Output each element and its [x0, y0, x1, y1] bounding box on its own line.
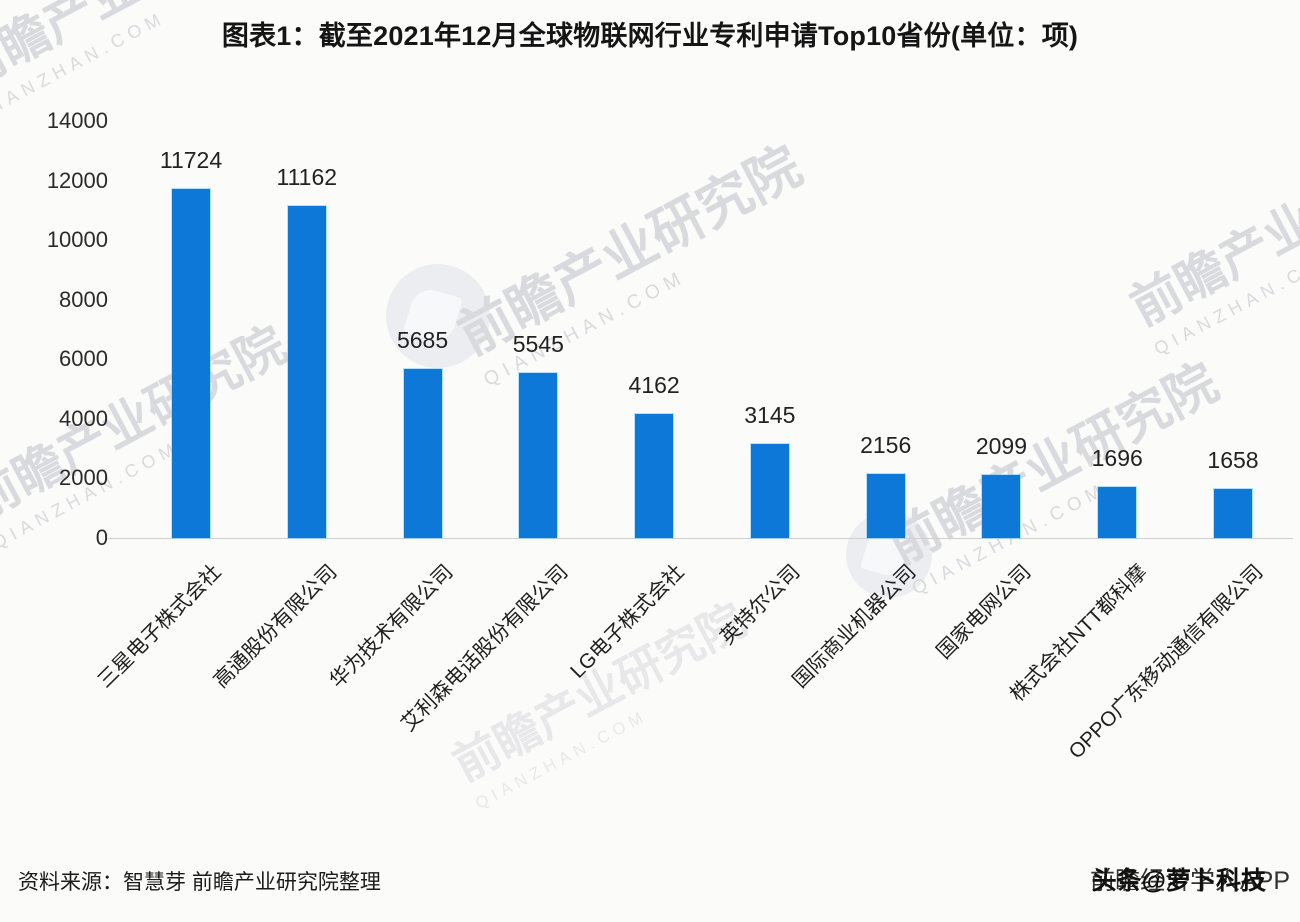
- bar-value-label: 5545: [512, 330, 564, 357]
- bar[interactable]: [1214, 488, 1252, 538]
- bar[interactable]: [519, 372, 558, 538]
- bar[interactable]: [866, 473, 905, 538]
- bar[interactable]: [750, 444, 789, 538]
- bar-value-label: 2099: [975, 433, 1028, 460]
- bar[interactable]: [635, 414, 674, 538]
- chart-title: 图表1：截至2021年12月全球物联网行业专利申请Top10省份(单位：项): [221, 21, 1079, 51]
- bar-value-label: 3145: [744, 402, 796, 429]
- bar[interactable]: [982, 475, 1021, 538]
- x-axis-category-label: LG电子株式会社: [566, 560, 689, 683]
- bar[interactable]: [287, 205, 326, 538]
- bar-value-label: 5685: [396, 326, 449, 353]
- x-axis-line: [108, 538, 1293, 539]
- bar-value-label: 1696: [1091, 445, 1143, 472]
- footer-app-mark: 前瞻经济学人APP: [1089, 867, 1290, 895]
- bar-value-label: 11162: [276, 163, 338, 190]
- y-axis-tick-label: 4000: [59, 405, 108, 431]
- x-axis-category-label: 国家电网公司: [932, 560, 1036, 664]
- bar-value-label: 11724: [159, 146, 223, 173]
- x-axis-category-label: OPPO广东移动通信有限公司: [1064, 560, 1268, 764]
- bar-value-label: 1658: [1207, 446, 1259, 473]
- footer-watermarks: 前瞻经济学人APP 头条@萝卜科技: [982, 861, 1292, 907]
- y-axis-tick-label: 8000: [59, 286, 108, 312]
- bar[interactable]: [1098, 487, 1137, 538]
- y-axis-tick-label: 12000: [46, 167, 108, 193]
- y-axis-tick-label: 6000: [59, 346, 108, 372]
- y-axis-tick-label: 0: [95, 525, 108, 550]
- footer-account-mark: 头条@萝卜科技: [1091, 867, 1266, 895]
- x-axis-category-label: 英特尔公司: [715, 560, 805, 649]
- y-axis-tick-label: 2000: [59, 465, 108, 491]
- bar[interactable]: [172, 188, 210, 538]
- bar-value-label: 4162: [628, 372, 680, 399]
- bar[interactable]: [403, 368, 442, 538]
- y-axis-tick-label: 14000: [46, 108, 108, 133]
- y-axis-tick-label: 10000: [46, 227, 108, 253]
- source-note: 资料来源：智慧芽 前瞻产业研究院整理: [18, 871, 381, 894]
- bar-value-label: 2156: [860, 431, 912, 458]
